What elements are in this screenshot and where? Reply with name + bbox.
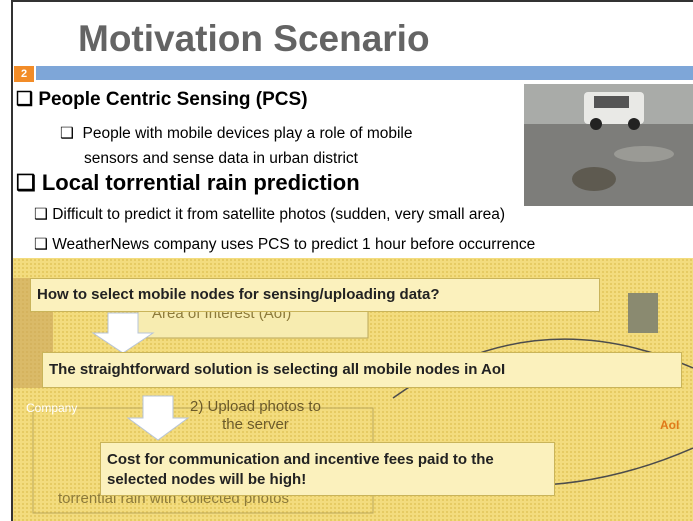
sub-bullet: ❑ WeatherNews company uses PCS to predic… [34, 236, 536, 253]
sub-bullet-text: People with mobile devices play a role o… [82, 125, 413, 142]
bullet: ❑ Local torrential rain prediction [16, 170, 360, 195]
diagram-label: 2) Upload photos to the server [190, 398, 321, 434]
callout: How to select mobile nodes for sensing/u… [30, 278, 600, 312]
header-bar [36, 66, 693, 80]
diagram-label: Company [26, 401, 78, 415]
callout-line: selected nodes will be high! [107, 471, 307, 488]
step-label: the server [222, 416, 289, 433]
street-photo [524, 84, 693, 206]
callout: The straightforward solution is selectin… [42, 352, 682, 388]
slide-number: 2 [14, 66, 34, 82]
sub-bullet: ❑ People with mobile devices play a role… [60, 125, 413, 142]
callout-line: Cost for communication and incentive fee… [107, 451, 494, 468]
sub-bullet-text: sensors and sense data in urban district [84, 150, 358, 167]
diagram-label: AoI [660, 418, 680, 432]
bullet: ❑ People Centric Sensing (PCS) [16, 89, 308, 110]
sub-bullet-text: Difficult to predict it from satellite p… [52, 206, 506, 223]
bullet-text: Local torrential rain prediction [41, 170, 360, 195]
bullet-text: People Centric Sensing (PCS) [38, 89, 308, 110]
slide-border [11, 0, 13, 521]
slide-title: Motivation Scenario [78, 18, 430, 59]
sub-bullet-text: WeatherNews company uses PCS to predict … [52, 236, 536, 253]
sub-bullet: ❑ Difficult to predict it from satellite… [34, 206, 506, 223]
step-label: 2) Upload photos to [190, 398, 321, 415]
callout: Cost for communication and incentive fee… [100, 442, 555, 496]
slide-border [11, 0, 693, 2]
